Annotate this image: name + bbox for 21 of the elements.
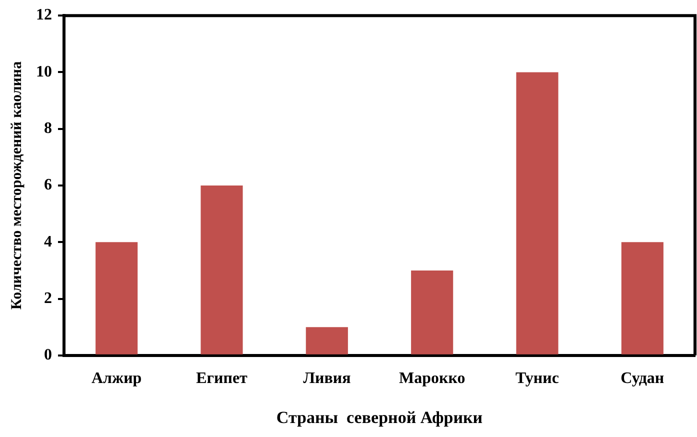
bar bbox=[306, 327, 348, 354]
x-tick-label: Египет bbox=[196, 370, 248, 388]
y-tick-label: 12 bbox=[36, 6, 52, 24]
bar bbox=[411, 270, 454, 354]
bar bbox=[516, 72, 558, 354]
y-tick-label: 6 bbox=[44, 176, 52, 194]
x-tick-label: Тунис bbox=[516, 370, 559, 388]
y-tick-label: 0 bbox=[44, 346, 52, 364]
x-axis-title: Страны северной Африки bbox=[276, 408, 483, 428]
y-tick-label: 4 bbox=[44, 233, 52, 250]
y-axis-title: Количество месторождений каолина bbox=[8, 60, 25, 310]
bar bbox=[200, 186, 243, 354]
x-tick-label: Ливия bbox=[303, 370, 352, 388]
x-tick-label: Алжир bbox=[91, 370, 142, 388]
bar bbox=[621, 242, 664, 354]
y-tick-label: 2 bbox=[44, 290, 52, 307]
x-tick-label: Судан bbox=[620, 370, 664, 388]
x-tick-label: Марокко bbox=[398, 370, 466, 388]
bar bbox=[96, 242, 138, 354]
y-tick-label: 10 bbox=[36, 63, 52, 80]
y-tick-label: 8 bbox=[44, 120, 52, 138]
